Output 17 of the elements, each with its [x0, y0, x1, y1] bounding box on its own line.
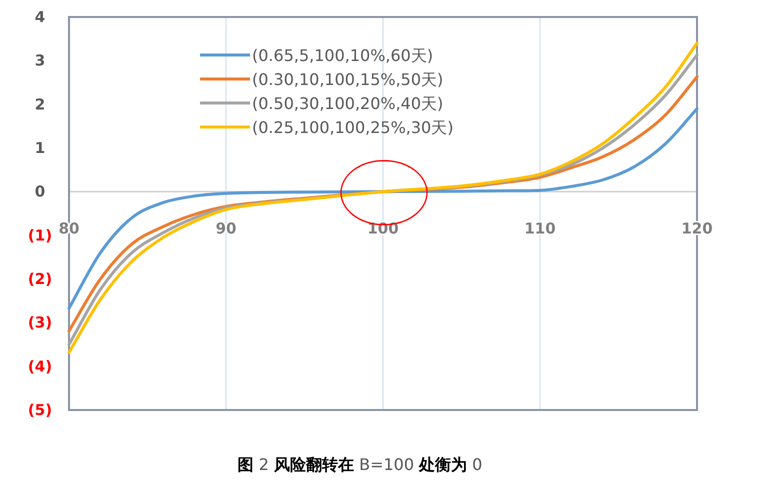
legend-label: (0.30,10,100,15%,50天)	[252, 70, 444, 89]
y-tick-label: (2)	[28, 270, 52, 288]
y-tick-label: 3	[34, 52, 46, 70]
legend-label: (0.65,5,100,10%,60天)	[252, 46, 434, 65]
y-tick-label: (3)	[28, 314, 52, 332]
legend-label: (0.25,100,100,25%,30天)	[252, 118, 454, 137]
y-tick-label: (4)	[28, 357, 52, 376]
y-tick-label: 4	[34, 8, 46, 26]
x-tick-label: 90	[216, 220, 236, 238]
y-tick-label: (5)	[28, 401, 52, 419]
x-tick-label: 110	[524, 220, 556, 238]
legend-label: (0.50,30,100,20%,40天)	[252, 94, 444, 113]
y-tick-label: 1	[34, 139, 46, 157]
y-tick-label: (1)	[28, 226, 52, 244]
y-tick-label: 0	[34, 182, 46, 201]
text: 图 2 风险翻转在 B=100 处衡为 0	[238, 455, 482, 474]
y-tick-label: 2	[34, 95, 46, 114]
